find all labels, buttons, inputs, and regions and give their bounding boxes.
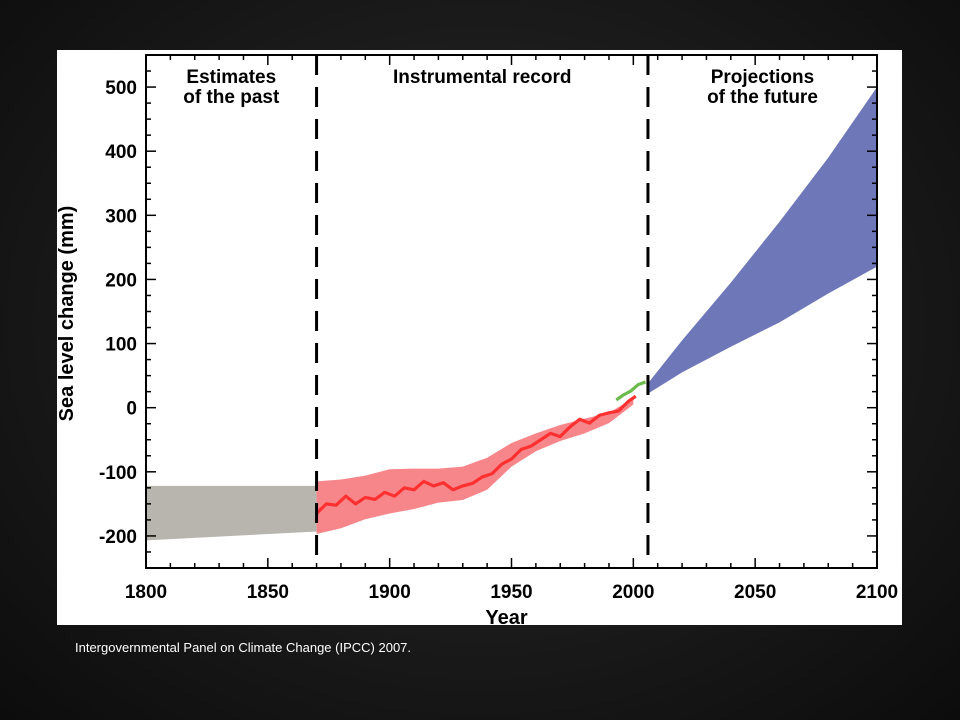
line-series-2 [315, 394, 637, 515]
y-tick-label: 200 [105, 270, 137, 291]
x-tick-label: 1900 [369, 582, 411, 603]
x-tick-label: 1850 [247, 582, 289, 603]
line-series-3 [615, 380, 647, 402]
x-tick-label: 2000 [612, 582, 654, 603]
x-tick-label: 1950 [490, 582, 532, 603]
y-tick-label: -100 [99, 463, 137, 484]
y-tick-label: 0 [126, 399, 137, 420]
x-tick-label: 2050 [734, 582, 776, 603]
band-series-1 [316, 398, 634, 535]
region-label-0: Estimates [186, 67, 276, 88]
band-series-0 [146, 485, 317, 541]
y-tick-label: 500 [105, 78, 137, 99]
chart-figure: 1800 1850 1900 1950 2000 2050 2100 -200 -100 0 100… [57, 50, 902, 625]
x-tick-label: 1800 [125, 582, 167, 603]
region-sublabel-0: of the past [183, 87, 280, 108]
y-tick-label: -200 [99, 527, 137, 548]
band-series-4 [647, 87, 877, 394]
region-label-2: Projections [711, 67, 814, 88]
y-axis-title: Sea level change (mm) [57, 206, 78, 422]
region-label-1: Instrumental record [393, 67, 571, 88]
figure-caption: Intergovernmental Panel on Climate Chang… [75, 640, 412, 655]
y-tick-label: 400 [105, 142, 137, 163]
region-sublabel-2: of the future [707, 87, 818, 108]
sea-level-chart: 1800 1850 1900 1950 2000 2050 2100 -200 -100 0 100… [57, 54, 898, 625]
y-tick-label: 100 [105, 335, 137, 356]
x-tick-label: 2100 [856, 582, 898, 603]
x-axis-title: Year [485, 607, 527, 625]
y-tick-label: 300 [105, 206, 137, 227]
